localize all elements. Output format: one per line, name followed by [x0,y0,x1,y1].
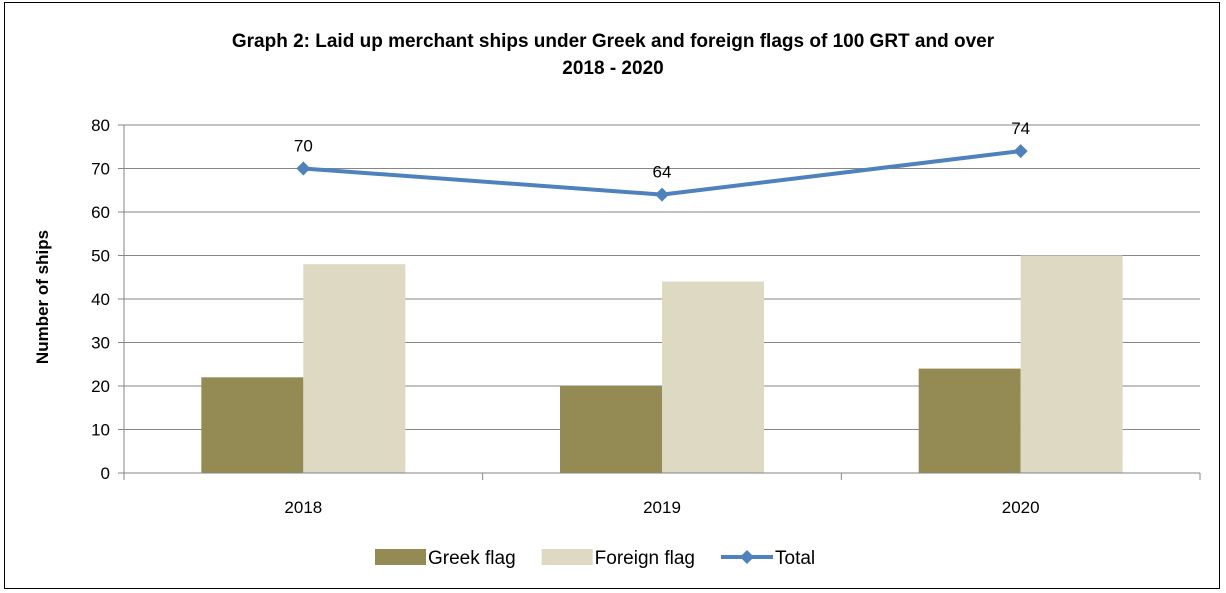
x-tick-label: 2019 [643,498,681,517]
y-tick-label: 70 [91,160,110,179]
total-marker [1013,144,1028,159]
y-tick-label: 10 [91,421,110,440]
chart-frame [4,2,1220,589]
y-tick-label: 60 [91,203,110,222]
y-tick-label: 30 [91,334,110,353]
x-tick-label: 2018 [284,498,322,517]
bar [201,377,304,473]
data-label: 70 [294,137,313,156]
y-tick-label: 40 [91,290,110,309]
legend-marker [740,550,754,564]
bars [201,255,1123,473]
total-series [296,144,1028,202]
bar [662,281,764,473]
y-tick-label: 80 [91,116,110,135]
bar [918,368,1021,473]
bar [1020,255,1123,473]
total-marker [296,161,311,176]
x-tick-labels: 2018 2019 2020 [284,498,1039,517]
legend-swatch [541,549,593,565]
legend-label: Foreign flag [595,548,695,569]
bar [560,386,662,473]
y-axis-label: Number of ships [33,230,52,364]
y-tick-label: 50 [91,247,110,266]
y-tick-label: 20 [91,377,110,396]
bar [303,264,406,473]
legend-label: Total [775,548,815,569]
data-label: 74 [1011,119,1030,138]
data-labels: 70 64 74 [294,119,1030,182]
legend-label: Greek flag [428,548,516,569]
data-label: 64 [653,163,672,182]
legend-swatch [375,549,426,565]
x-tick-label: 2020 [1002,498,1040,517]
y-tick-label: 0 [101,464,110,483]
y-tick-labels: 0 10 20 30 40 50 60 70 80 [91,116,110,483]
chart-title: Graph 2: Laid up merchant ships under Gr… [0,28,1226,82]
axes [118,124,1201,480]
chart-title-line-1: Graph 2: Laid up merchant ships under Gr… [231,31,995,52]
total-marker [655,187,669,202]
legend: Greek flag Foreign flag Total [375,548,815,569]
chart-title-line-2: 2018 - 2020 [562,58,664,79]
